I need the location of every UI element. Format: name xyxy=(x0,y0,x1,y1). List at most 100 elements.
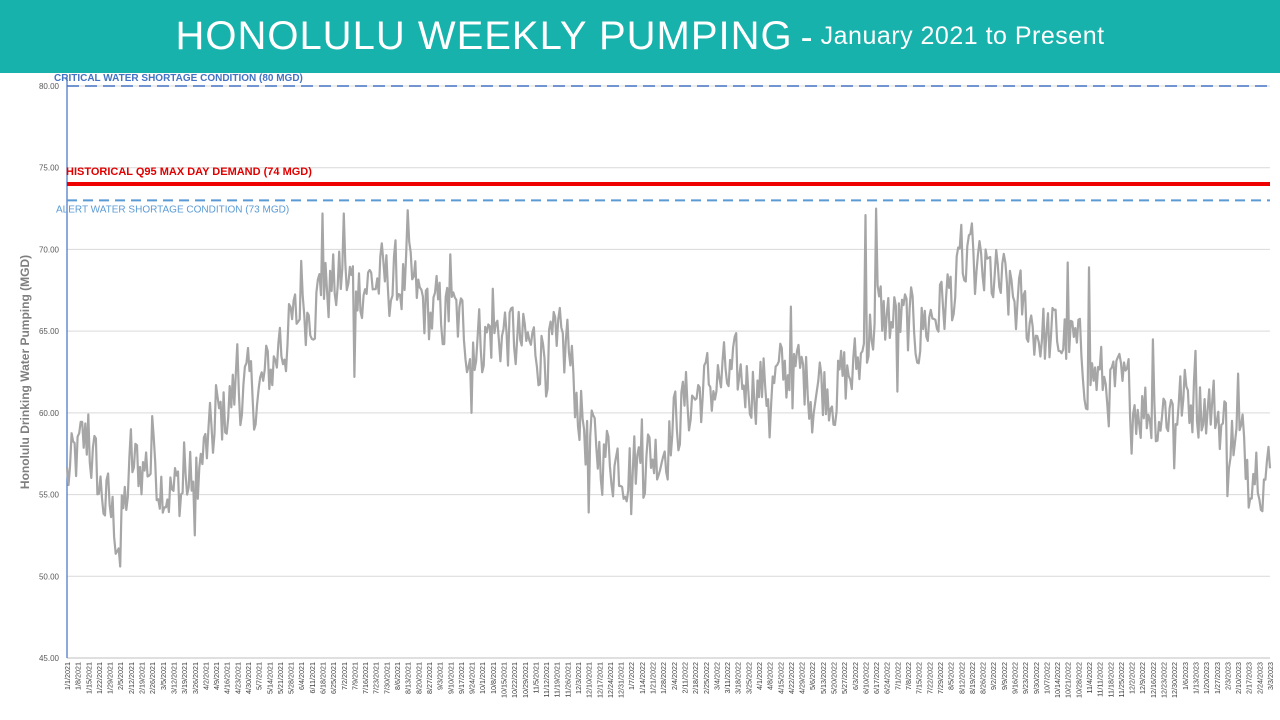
x-tick-label: 7/29/2022 xyxy=(936,662,945,694)
x-tick-label: 6/25/2021 xyxy=(329,662,338,694)
x-tick-label: 1/27/2023 xyxy=(1213,662,1222,694)
x-tick-label: 12/30/2022 xyxy=(1170,662,1179,698)
x-tick-label: 8/12/2022 xyxy=(957,662,966,694)
x-tick-label: 3/11/2022 xyxy=(723,662,732,693)
x-tick-label: 4/9/2021 xyxy=(212,662,221,690)
x-tick-label: 11/26/2021 xyxy=(563,662,572,697)
x-tick-label: 5/14/2021 xyxy=(265,662,274,694)
x-tick-label: 12/31/2021 xyxy=(617,662,626,698)
x-tick-label: 5/21/2021 xyxy=(276,662,285,694)
x-tick-label: 2/17/2023 xyxy=(1245,662,1254,694)
x-tick-label: 5/13/2022 xyxy=(819,662,828,694)
x-tick-label: 12/24/2021 xyxy=(606,662,615,698)
x-tick-label: 11/25/2022 xyxy=(1117,662,1126,697)
x-tick-label: 10/14/2022 xyxy=(1053,662,1062,698)
x-tick-label: 3/25/2022 xyxy=(744,662,753,694)
x-tick-label: 1/29/2021 xyxy=(106,662,115,694)
x-tick-label: 1/22/2021 xyxy=(95,662,104,694)
x-tick-label: 2/25/2022 xyxy=(702,662,711,694)
x-tick-label: 11/18/2022 xyxy=(1106,662,1115,697)
y-tick-label: 45.00 xyxy=(39,654,60,663)
x-tick-label: 9/23/2022 xyxy=(1021,662,1030,694)
x-tick-label: 7/23/2021 xyxy=(372,662,381,694)
x-tick-label: 2/10/2023 xyxy=(1234,662,1243,694)
x-tick-label: 6/10/2022 xyxy=(861,662,870,694)
x-tick-label: 1/1/2021 xyxy=(63,662,72,690)
x-tick-label: 3/26/2021 xyxy=(191,662,200,694)
x-tick-label: 4/2/2021 xyxy=(201,662,210,690)
x-tick-label: 3/12/2021 xyxy=(169,662,178,694)
x-tick-label: 8/26/2022 xyxy=(979,662,988,694)
x-tick-label: 1/8/2021 xyxy=(74,662,83,690)
x-tick-label: 6/4/2021 xyxy=(297,662,306,690)
title-main: HONOLULU WEEKLY PUMPING xyxy=(175,14,793,58)
x-tick-label: 11/11/2022 xyxy=(1096,662,1105,697)
title-separator: - xyxy=(800,15,813,57)
x-tick-label: 7/8/2022 xyxy=(904,662,913,690)
x-tick-label: 11/19/2021 xyxy=(553,662,562,697)
x-tick-label: 8/20/2021 xyxy=(414,662,423,694)
x-tick-label: 2/18/2022 xyxy=(691,662,700,694)
x-tick-label: 1/28/2022 xyxy=(659,662,668,694)
x-tick-label: 12/16/2022 xyxy=(1149,662,1158,698)
x-tick-label: 1/14/2022 xyxy=(638,662,647,694)
reference-label-q95: HISTORICAL Q95 MAX DAY DEMAND (74 MGD) xyxy=(66,166,312,178)
x-tick-label: 1/20/2023 xyxy=(1202,662,1211,694)
x-tick-label: 7/15/2022 xyxy=(915,662,924,694)
x-tick-label: 1/6/2023 xyxy=(1181,662,1190,690)
x-tick-label: 12/10/2021 xyxy=(585,662,594,698)
x-tick-label: 11/12/2021 xyxy=(542,662,551,697)
x-tick-label: 3/19/2021 xyxy=(180,662,189,694)
y-tick-label: 55.00 xyxy=(39,491,60,500)
x-tick-label: 2/26/2021 xyxy=(148,662,157,694)
x-tick-label: 2/3/2023 xyxy=(1223,662,1232,690)
x-tick-label: 7/16/2021 xyxy=(361,662,370,694)
x-tick-label: 9/10/2021 xyxy=(446,662,455,694)
x-tick-label: 10/15/2021 xyxy=(499,662,508,698)
x-tick-label: 1/7/2022 xyxy=(627,662,636,690)
y-tick-label: 80.00 xyxy=(39,82,60,91)
reference-label-alert: ALERT WATER SHORTAGE CONDITION (73 MGD) xyxy=(56,204,289,215)
x-tick-label: 9/24/2021 xyxy=(468,662,477,694)
x-tick-label: 6/18/2021 xyxy=(319,662,328,694)
title-subtitle: January 2021 to Present xyxy=(820,22,1105,50)
x-tick-label: 1/21/2022 xyxy=(649,662,658,694)
x-tick-label: 7/1/2022 xyxy=(893,662,902,690)
x-tick-label: 4/8/2022 xyxy=(766,662,775,690)
x-tick-label: 1/15/2021 xyxy=(84,662,93,694)
x-tick-label: 7/9/2021 xyxy=(350,662,359,690)
x-tick-label: 8/5/2022 xyxy=(947,662,956,690)
x-tick-label: 12/17/2021 xyxy=(595,662,604,698)
x-tick-label: 9/2/2022 xyxy=(989,662,998,690)
x-tick-label: 6/11/2021 xyxy=(308,662,317,693)
x-tick-label: 10/29/2021 xyxy=(521,662,530,698)
x-tick-label: 2/12/2021 xyxy=(127,662,136,694)
x-tick-label: 9/9/2022 xyxy=(1000,662,1009,690)
y-tick-label: 50.00 xyxy=(39,572,60,581)
x-tick-label: 9/16/2022 xyxy=(1010,662,1019,694)
x-tick-label: 6/24/2022 xyxy=(883,662,892,694)
x-tick-label: 8/13/2021 xyxy=(404,662,413,694)
x-tick-label: 6/3/2022 xyxy=(851,662,860,690)
reference-label-critical: CRITICAL WATER SHORTAGE CONDITION (80 MG… xyxy=(54,73,303,84)
x-tick-label: 2/5/2021 xyxy=(116,662,125,690)
x-tick-label: 11/5/2021 xyxy=(531,662,540,693)
x-tick-label: 4/29/2022 xyxy=(798,662,807,694)
x-tick-label: 4/23/2021 xyxy=(233,662,242,694)
x-tick-label: 2/19/2021 xyxy=(138,662,147,694)
x-tick-label: 4/30/2021 xyxy=(244,662,253,694)
y-tick-label: 60.00 xyxy=(39,409,60,418)
x-tick-label: 9/17/2021 xyxy=(457,662,466,694)
x-tick-label: 6/17/2022 xyxy=(872,662,881,694)
x-tick-label: 5/28/2021 xyxy=(287,662,296,694)
x-tick-label: 7/2/2021 xyxy=(340,662,349,690)
y-tick-label: 65.00 xyxy=(39,327,60,336)
x-tick-label: 9/3/2021 xyxy=(436,662,445,690)
y-axis-label: Honolulu Drinking Water Pumping (MGD) xyxy=(18,255,32,489)
x-tick-label: 10/22/2021 xyxy=(510,662,519,698)
x-tick-label: 10/28/2022 xyxy=(1074,662,1083,698)
x-tick-label: 3/18/2022 xyxy=(734,662,743,694)
x-tick-label: 7/22/2022 xyxy=(925,662,934,694)
x-tick-label: 10/21/2022 xyxy=(1064,662,1073,698)
x-tick-label: 2/11/2022 xyxy=(680,662,689,693)
